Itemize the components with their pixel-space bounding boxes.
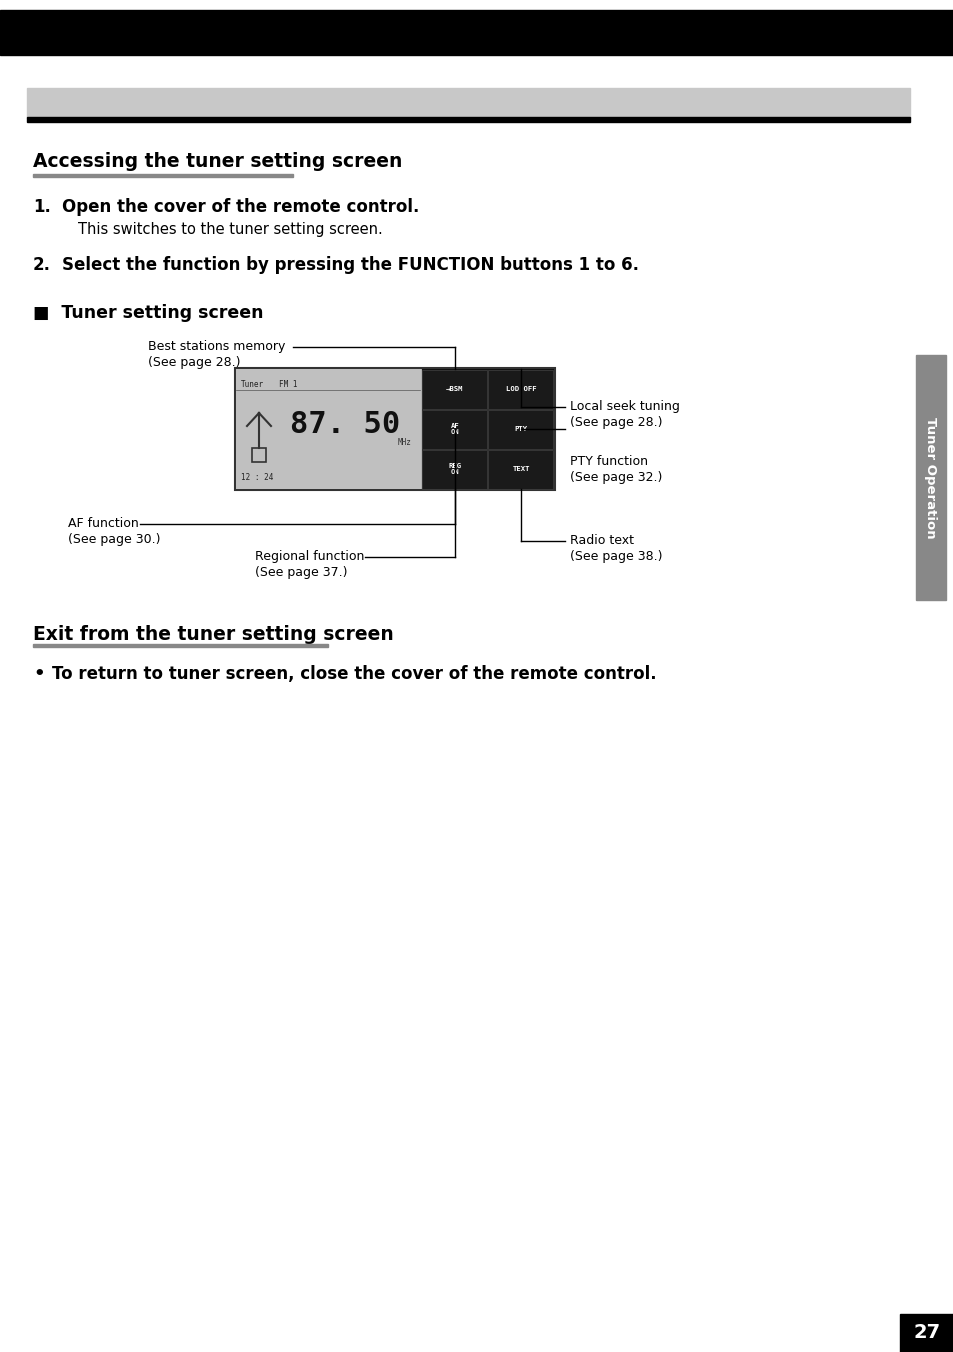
Text: To return to tuner screen, close the cover of the remote control.: To return to tuner screen, close the cov… (52, 665, 656, 683)
Text: ■  Tuner setting screen: ■ Tuner setting screen (33, 304, 263, 322)
Text: (See page 32.): (See page 32.) (569, 470, 661, 484)
Text: (See page 30.): (See page 30.) (68, 533, 160, 546)
Bar (422, 449, 487, 488)
Text: (See page 28.): (See page 28.) (569, 416, 661, 429)
Bar (252, 448, 266, 462)
Text: PTY function: PTY function (569, 456, 647, 468)
Text: TEXT: TEXT (512, 466, 529, 472)
Bar (234, 368, 555, 489)
Bar (422, 369, 487, 408)
Text: (See page 28.): (See page 28.) (148, 356, 240, 369)
Bar (421, 369, 554, 489)
Text: AF
ON: AF ON (450, 423, 459, 435)
Bar (33, 174, 293, 177)
Bar (27, 88, 909, 118)
Text: Tuner Operation: Tuner Operation (923, 416, 937, 538)
Bar (488, 369, 553, 408)
Bar (235, 369, 420, 489)
Text: 27: 27 (912, 1324, 940, 1343)
Bar (488, 410, 553, 449)
Text: LOD OFF: LOD OFF (505, 387, 536, 392)
Text: (See page 37.): (See page 37.) (254, 566, 347, 579)
Text: •: • (33, 665, 45, 683)
Text: This switches to the tuner setting screen.: This switches to the tuner setting scree… (78, 222, 382, 237)
Text: Best stations memory: Best stations memory (148, 339, 285, 353)
Text: FM 1: FM 1 (278, 380, 297, 389)
Bar (488, 449, 553, 488)
Text: Accessing the tuner setting screen: Accessing the tuner setting screen (33, 151, 402, 170)
Text: →BSM: →BSM (446, 387, 463, 392)
Text: Select the function by pressing the FUNCTION buttons 1 to 6.: Select the function by pressing the FUNC… (62, 256, 639, 274)
Bar (27, 118, 909, 122)
Bar (33, 644, 328, 648)
Text: REG
ON: REG ON (448, 462, 461, 476)
Text: AF function: AF function (68, 516, 138, 530)
Text: 2.: 2. (33, 256, 51, 274)
Text: Exit from the tuner setting screen: Exit from the tuner setting screen (33, 625, 394, 644)
Text: Tuner: Tuner (241, 380, 264, 389)
Text: Radio text: Radio text (569, 534, 634, 548)
Text: 12 : 24: 12 : 24 (241, 473, 274, 483)
Text: Open the cover of the remote control.: Open the cover of the remote control. (62, 197, 419, 216)
Text: Regional function: Regional function (254, 550, 364, 562)
Text: Local seek tuning: Local seek tuning (569, 400, 679, 412)
Bar (915, 356, 945, 600)
Text: (See page 38.): (See page 38.) (569, 550, 661, 562)
Text: 87. 50: 87. 50 (290, 410, 400, 439)
Text: Operation at the tuner setting screen: Operation at the tuner setting screen (33, 91, 488, 111)
Bar (422, 410, 487, 449)
Text: MHz: MHz (397, 438, 412, 448)
Bar (0, 9, 953, 55)
Text: 1.: 1. (33, 197, 51, 216)
Bar (899, 1314, 953, 1352)
Text: PTY: PTY (514, 426, 527, 433)
